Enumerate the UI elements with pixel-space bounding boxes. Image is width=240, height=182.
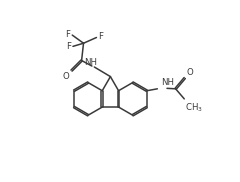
Text: NH: NH [161, 78, 174, 87]
Text: F: F [98, 32, 103, 41]
Text: F: F [66, 42, 71, 51]
Text: O: O [186, 68, 193, 77]
Text: NH: NH [84, 58, 97, 66]
Text: CH$_3$: CH$_3$ [185, 101, 203, 114]
Text: O: O [63, 72, 70, 81]
Text: F: F [65, 30, 70, 39]
